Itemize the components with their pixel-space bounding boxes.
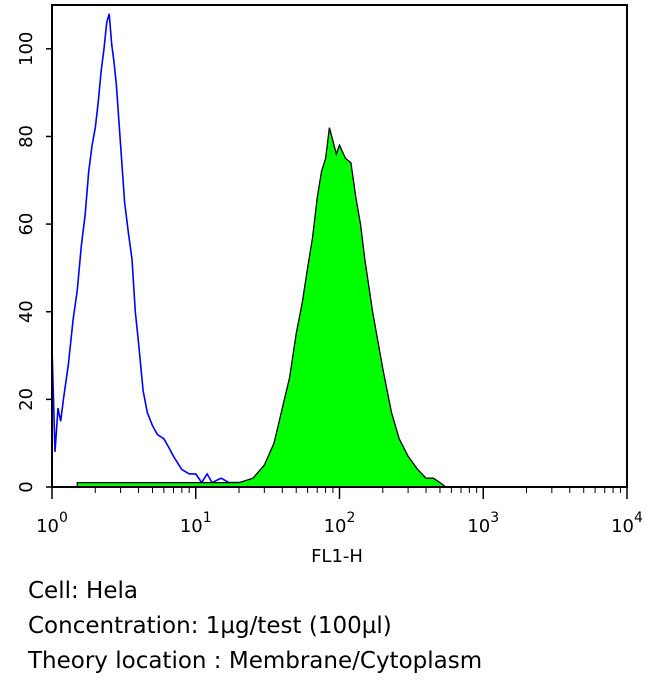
caption-concentration: Concentration: 1µg/test (100µl) <box>28 613 392 639</box>
y-axis-ticks: 0 20 40 60 80 100 <box>16 32 52 493</box>
x-axis-ticks: 100 101 102 103 104 <box>36 487 643 537</box>
y-tick-label: 0 <box>16 481 37 492</box>
x-tick-label: 100 <box>36 510 68 537</box>
y-tick-label: 40 <box>16 300 37 323</box>
y-tick-label: 100 <box>16 32 37 66</box>
x-tick-label: 104 <box>611 510 643 537</box>
series-0-outline-histogram <box>51 13 254 488</box>
series-1-filled-histogram <box>76 127 448 488</box>
flow-histogram-chart: 0 20 40 60 80 100 100 101 102 103 104 FL1-H <box>16 4 643 567</box>
plot-area <box>51 13 448 488</box>
y-tick-label: 20 <box>16 388 37 411</box>
x-tick-label: 101 <box>180 510 212 537</box>
x-axis-title: FL1-H <box>311 546 363 567</box>
y-tick-label: 80 <box>16 125 37 148</box>
plot-frame <box>51 4 628 488</box>
caption-cell: Cell: Hela <box>28 578 138 604</box>
x-tick-label: 102 <box>324 510 356 537</box>
x-tick-label: 103 <box>467 510 499 537</box>
y-tick-label: 60 <box>16 213 37 236</box>
caption-theory-location: Theory location : Membrane/Cytoplasm <box>28 648 483 674</box>
caption: Cell: Hela Concentration: 1µg/test (100µ… <box>28 574 482 679</box>
